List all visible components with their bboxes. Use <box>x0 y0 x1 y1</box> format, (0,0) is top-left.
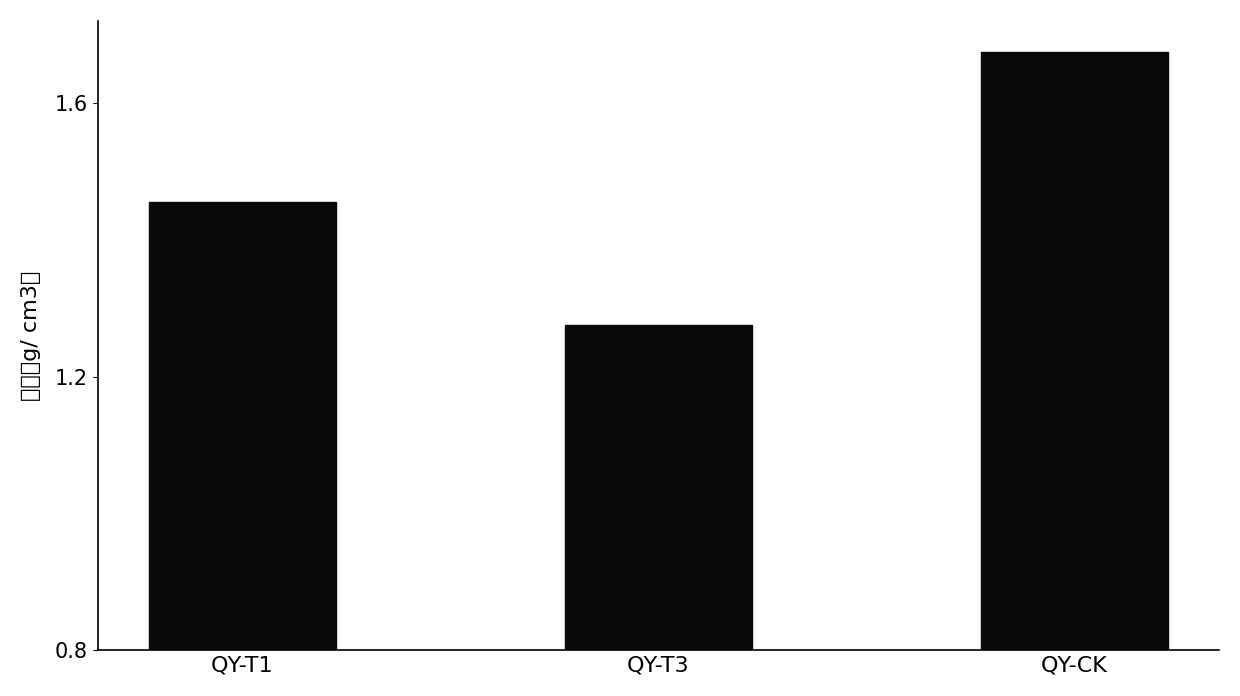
Y-axis label: 容重（g/ cm3）: 容重（g/ cm3） <box>21 271 41 401</box>
Bar <box>981 52 1168 696</box>
Bar <box>564 325 751 696</box>
Bar <box>149 202 336 696</box>
